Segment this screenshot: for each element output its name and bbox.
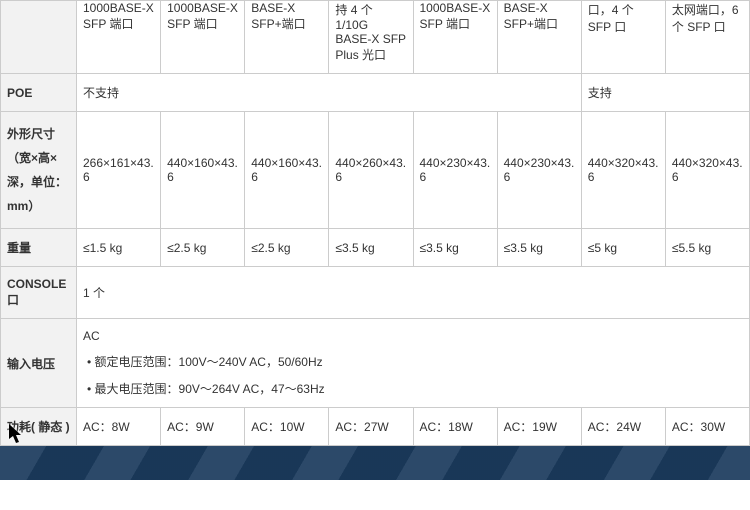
- cell: 440×230×43.6: [497, 112, 581, 229]
- cell: ≤5.5 kg: [665, 229, 749, 267]
- cell: 不支持: [77, 74, 582, 112]
- cell: ≤2.5 kg: [161, 229, 245, 267]
- cell: 440×320×43.6: [581, 112, 665, 229]
- row-power: 功耗( 静态 ) AC：8W AC：9W AC：10W AC：27W AC：18…: [1, 408, 750, 446]
- row-label: POE: [1, 74, 77, 112]
- footer-decoration: [0, 446, 750, 480]
- cell: 440×230×43.6: [413, 112, 497, 229]
- row-label: 外形尺寸（宽×高×深，单位：mm）: [1, 112, 77, 229]
- row-size: 外形尺寸（宽×高×深，单位：mm） 266×161×43.6 440×160×4…: [1, 112, 750, 229]
- voltage-title: AC: [83, 329, 743, 343]
- row-weight: 重量 ≤1.5 kg ≤2.5 kg ≤2.5 kg ≤3.5 kg ≤3.5 …: [1, 229, 750, 267]
- cell: AC：24W: [581, 408, 665, 446]
- row-console: CONSOLE口 1 个: [1, 267, 750, 319]
- cell: AC：8W: [77, 408, 161, 446]
- cell: 太网端口，6 个 SFP 口: [665, 1, 749, 74]
- voltage-list: 额定电压范围：100V～240V AC，50/60Hz 最大电压范围：90V～2…: [83, 353, 743, 397]
- cell: AC：10W: [245, 408, 329, 446]
- row-ports: 1000BASE-X SFP 端口 1000BASE-X SFP 端口 BASE…: [1, 1, 750, 74]
- cell: 1000BASE-X SFP 端口: [413, 1, 497, 74]
- cell: 440×160×43.6: [245, 112, 329, 229]
- row-label: 输入电压: [1, 319, 77, 408]
- cell: AC：19W: [497, 408, 581, 446]
- cell: 440×320×43.6: [665, 112, 749, 229]
- cell: 1 个: [77, 267, 750, 319]
- cell: 1000BASE-X SFP 端口: [77, 1, 161, 74]
- spec-table: 1000BASE-X SFP 端口 1000BASE-X SFP 端口 BASE…: [0, 0, 750, 446]
- row-label: 功耗( 静态 ): [1, 408, 77, 446]
- cell: AC：27W: [329, 408, 413, 446]
- cell: ≤1.5 kg: [77, 229, 161, 267]
- cell: AC：18W: [413, 408, 497, 446]
- cell: ≤3.5 kg: [329, 229, 413, 267]
- cell: 266×161×43.6: [77, 112, 161, 229]
- cell: AC 额定电压范围：100V～240V AC，50/60Hz 最大电压范围：90…: [77, 319, 750, 408]
- cell: BASE-X SFP+端口: [245, 1, 329, 74]
- voltage-item: 最大电压范围：90V～264V AC，47～63Hz: [87, 380, 743, 397]
- cell: ≤3.5 kg: [413, 229, 497, 267]
- cell: AC：30W: [665, 408, 749, 446]
- cell: 440×160×43.6: [161, 112, 245, 229]
- cell: 支持: [581, 74, 749, 112]
- row-voltage: 输入电压 AC 额定电压范围：100V～240V AC，50/60Hz 最大电压…: [1, 319, 750, 408]
- cell: ≤3.5 kg: [497, 229, 581, 267]
- cell: 口，4 个 SFP 口: [581, 1, 665, 74]
- cell: AC：9W: [161, 408, 245, 446]
- cell: 1000BASE-X SFP 端口: [161, 1, 245, 74]
- cell: 持 4 个 1/10G BASE-X SFP Plus 光口: [329, 1, 413, 74]
- cell: BASE-X SFP+端口: [497, 1, 581, 74]
- row-label: 重量: [1, 229, 77, 267]
- header-blank: [1, 1, 77, 74]
- cell: ≤2.5 kg: [245, 229, 329, 267]
- row-label: CONSOLE口: [1, 267, 77, 319]
- cell: 440×260×43.6: [329, 112, 413, 229]
- voltage-item: 额定电压范围：100V～240V AC，50/60Hz: [87, 353, 743, 370]
- cell: ≤5 kg: [581, 229, 665, 267]
- row-poe: POE 不支持 支持: [1, 74, 750, 112]
